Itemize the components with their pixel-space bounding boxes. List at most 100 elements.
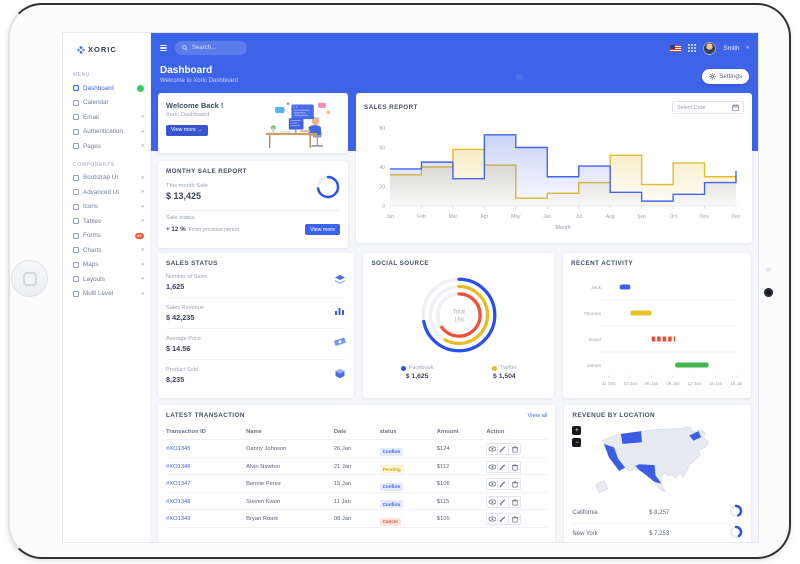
tablet-camera [764, 288, 773, 297]
col-transaction-id: Transaction ID [166, 429, 206, 435]
sales-status-card: SALES STATUS Number of Sales 1,625 Sales R… [158, 253, 355, 398]
bar-chart-icon [334, 304, 346, 322]
trash-action-button[interactable] [509, 496, 521, 507]
eye-action-button[interactable] [487, 479, 499, 489]
pencil-icon [500, 446, 506, 453]
email-icon [73, 114, 79, 121]
status-label: Average Price [166, 335, 202, 342]
sidebar-item-forms[interactable]: Forms 8+ [63, 229, 150, 244]
view-all-link[interactable]: View all [527, 412, 548, 419]
welcome-title: Welcome Back ! [166, 101, 224, 110]
svg-text:60: 60 [379, 145, 385, 151]
page-header: Dashboard Welcome to Xoric Dashboard [151, 63, 758, 93]
welcome-subtitle: Xoric Dashboard [166, 112, 210, 118]
sidebar-item-advanced-ui[interactable]: Advanced UI ▾ [63, 185, 150, 200]
pencil-action-button[interactable] [498, 444, 510, 454]
sidebar-toggle-button[interactable] [160, 44, 167, 52]
transaction-id-link[interactable]: #XO1348 [166, 498, 191, 505]
chevron-down-icon: ▾ [141, 128, 144, 135]
col-amount: Amount [436, 429, 459, 435]
search-input[interactable]: Search... [175, 41, 247, 55]
sidebar-item-calendar[interactable]: Calendar [63, 96, 150, 111]
state-texas[interactable] [634, 464, 662, 484]
user-name[interactable]: Smith [723, 44, 740, 52]
state-montana[interactable] [620, 431, 642, 444]
advanced-ui-icon [73, 189, 79, 196]
sidebar-item-email[interactable]: Email ▾ [63, 110, 150, 125]
sidebar-item-label: Charts [83, 246, 102, 254]
svg-text:06 Jan: 06 Jan [645, 381, 659, 386]
pencil-action-button[interactable] [498, 514, 510, 524]
chevron-down-icon: ▾ [141, 203, 144, 210]
language-flag-icon[interactable] [670, 44, 682, 52]
calendar-icon [73, 99, 79, 106]
state-california[interactable] [603, 443, 625, 471]
trash-action-button[interactable] [509, 461, 521, 472]
select-date-input[interactable]: Select Date [672, 101, 744, 114]
trash-action-button[interactable] [509, 479, 521, 489]
eye-icon [488, 481, 497, 487]
legend-twitter: Twitter $ 1,504 [492, 365, 517, 380]
app-logo[interactable]: XORIC [63, 33, 150, 64]
status-value: 8,235 [166, 375, 185, 384]
eye-action-button[interactable] [487, 444, 499, 454]
revenue-state-name: New York [572, 531, 598, 537]
sidebar-item-bootstrap-ui[interactable]: Bootstrap UI ▾ [63, 171, 150, 186]
trash-action-button[interactable] [509, 514, 521, 524]
map-zoom-out-button[interactable]: − [572, 438, 582, 447]
revenue-state-value: $ 8,257 [649, 510, 670, 516]
transaction-date: 08 Jan [333, 516, 352, 522]
sidebar-item-label: Bootstrap UI [83, 174, 118, 182]
welcome-view-more-button[interactable]: View more → [166, 124, 208, 136]
transaction-date: 26 Jan [333, 446, 352, 452]
eye-action-button[interactable] [487, 514, 499, 524]
chevron-down-icon: ▾ [141, 189, 144, 196]
pencil-action-button[interactable] [498, 479, 510, 489]
transaction-amount: $105 [436, 516, 450, 522]
transaction-id-link[interactable]: #XO1347 [166, 481, 191, 487]
eye-action-button[interactable] [487, 496, 499, 507]
twitter-value: $ 1,504 [493, 373, 516, 380]
pencil-action-button[interactable] [498, 496, 510, 507]
sidebar-item-multi-level[interactable]: Multi Level ▾ [63, 287, 150, 302]
svg-text:Oct: Oct [669, 214, 677, 220]
sidebar-item-maps[interactable]: Maps ▾ [63, 258, 150, 273]
pencil-action-button[interactable] [498, 461, 510, 472]
sidebar-item-authentication[interactable]: Authentication ▾ [63, 125, 150, 140]
sale-delta: + 12 % [166, 226, 186, 233]
user-avatar[interactable] [703, 41, 717, 55]
eye-action-button[interactable] [487, 461, 499, 472]
sidebar-item-charts[interactable]: Charts ▾ [63, 243, 150, 258]
facebook-label: Facebook [408, 365, 434, 371]
month-sale-label: This month Sale [166, 183, 208, 189]
tablet-home-button[interactable] [11, 260, 48, 297]
legend-facebook: Facebook $ 1,625 [400, 365, 434, 380]
transaction-id-link[interactable]: #XO1349 [166, 516, 191, 522]
sidebar-item-tables[interactable]: Tables ▾ [63, 214, 150, 229]
chevron-down-icon: ▾ [141, 143, 144, 150]
sidebar-item-icons[interactable]: Icons ▾ [63, 200, 150, 215]
sales-status-row-number-of-sales: Number of Sales 1,625 [166, 267, 347, 298]
sidebar-item-pages[interactable]: Pages ▾ [63, 139, 150, 154]
map-zoom-in-button[interactable]: + [572, 426, 582, 435]
trash-action-button[interactable] [509, 444, 521, 454]
tablet-frame: XORIC MENU Dashboard Calendar Email ▾ Authent… [8, 3, 791, 559]
transaction-id-link[interactable]: #XO1346 [166, 463, 191, 470]
revenue-rows: California $ 8,257 New York $ 7,253 [572, 503, 743, 542]
pages-icon [73, 143, 79, 150]
monthly-card-title: MONTHY SALE REPORT [166, 168, 247, 175]
settings-button[interactable]: Settings [702, 69, 749, 84]
monthly-view-more-button[interactable]: View more [305, 224, 340, 235]
apps-grid-icon[interactable] [688, 44, 697, 52]
sidebar-item-layouts[interactable]: Layouts ▾ [63, 272, 150, 287]
usa-map[interactable] [587, 422, 729, 498]
svg-text:Thomas: Thomas [584, 311, 602, 317]
sales-status-rows: Number of Sales 1,625 Sales Revenue $ 42,23… [166, 267, 347, 391]
sidebar-item-dashboard[interactable]: Dashboard [63, 81, 150, 96]
svg-text:Jul: Jul [576, 214, 582, 220]
state-new-york[interactable] [688, 431, 701, 441]
chevron-down-icon[interactable]: ▾ [746, 45, 749, 51]
transaction-id-link[interactable]: #XO1345 [166, 446, 191, 452]
sale-delta-note: From previous period [188, 226, 239, 233]
